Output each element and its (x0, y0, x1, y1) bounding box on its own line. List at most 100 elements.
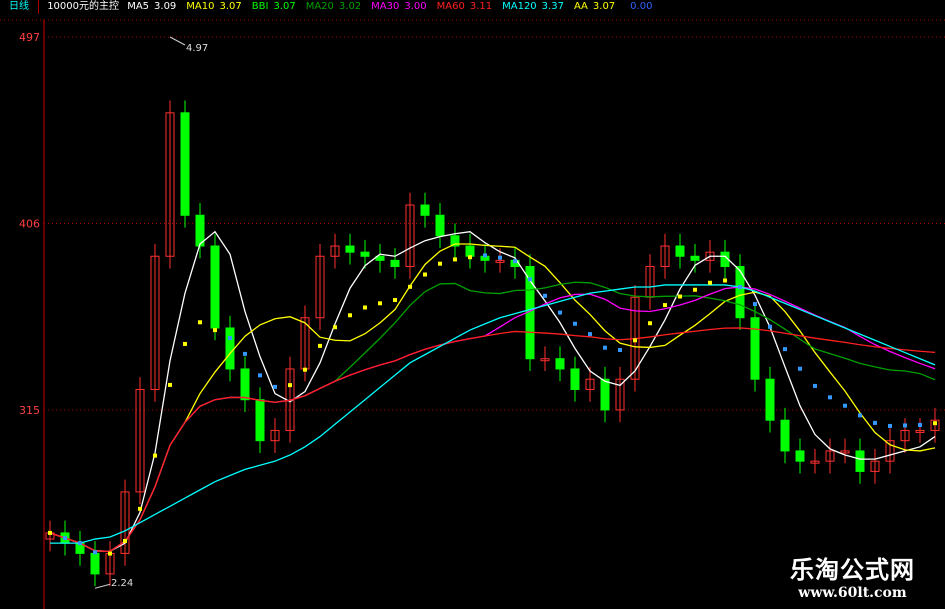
period-label[interactable]: 日线 (0, 0, 39, 14)
candle-body (795, 450, 805, 462)
y-tick-label: 497 (19, 31, 40, 44)
bbi-marker (363, 305, 367, 310)
candle-body (225, 327, 235, 370)
bbi-marker (123, 539, 127, 544)
bbi-marker (858, 413, 862, 418)
legend-item: BBI 3.07 (252, 1, 301, 12)
legend-item: MA60 3.11 (437, 1, 497, 12)
bbi-marker (198, 320, 202, 325)
bbi-marker (318, 343, 322, 348)
bbi-marker (63, 536, 67, 541)
bbi-marker (633, 338, 637, 343)
candle-body (150, 255, 160, 390)
candle-body (135, 388, 145, 493)
watermark-title: 乐淘公式网 (790, 556, 915, 584)
candle-body (240, 368, 250, 401)
bbi-marker (513, 259, 517, 264)
bbi-marker (843, 403, 847, 408)
candle-body (735, 266, 745, 319)
ma60-line (49, 327, 936, 553)
bbi-marker (588, 332, 592, 337)
candle-body (315, 255, 325, 319)
legend-item: MA10 3.07 (186, 1, 246, 12)
legend-value: 3.02 (338, 1, 362, 12)
bbi-marker (723, 278, 727, 283)
bbi-marker (288, 383, 292, 388)
bbi-marker (753, 302, 757, 307)
bbi-marker (438, 261, 442, 266)
legend-label: MA20 (305, 1, 334, 12)
indicator-name: 10000元的主控 (47, 1, 119, 12)
bbi-marker (678, 294, 682, 299)
bbi-marker (393, 298, 397, 303)
candle-body (585, 378, 595, 390)
bbi-marker (453, 257, 457, 262)
bbi-marker (708, 280, 712, 285)
bbi-marker (258, 373, 262, 378)
bbi-marker (78, 541, 82, 546)
bbi-marker (918, 422, 922, 427)
bbi-marker (348, 313, 352, 318)
candle-body (915, 429, 925, 433)
candle-body (360, 251, 370, 257)
bbi-marker (138, 506, 142, 511)
legend-item: MA5 3.09 (127, 1, 181, 12)
candle-body (750, 317, 760, 380)
ma10-line (49, 243, 936, 553)
watermark-url: www.60lt.com (798, 585, 907, 601)
bbi-marker (333, 325, 337, 330)
candle-body (855, 450, 865, 472)
candle-body (495, 259, 505, 263)
legend-label: MA30 (371, 1, 400, 12)
candle-body (675, 245, 685, 257)
bbi-marker (408, 284, 412, 289)
bbi-marker (873, 420, 877, 425)
ma5-line (49, 230, 936, 552)
legend-value: 3.00 (404, 1, 427, 12)
annotation-leader (169, 36, 186, 46)
candle-body (840, 450, 850, 454)
candle-body (255, 399, 265, 442)
bbi-marker (768, 324, 772, 329)
bbi-marker (93, 550, 97, 555)
bbi-marker (648, 321, 652, 326)
candle-body (540, 358, 550, 362)
candle-body (810, 460, 820, 464)
bbi-marker (498, 255, 502, 260)
candle-body (780, 419, 790, 452)
legend-label: BBI (251, 1, 269, 12)
candle-body (435, 214, 445, 237)
indicator-legend: 日线 10000元的主控 MA5 3.09 MA10 3.07 BBI 3.07 MA20 3… (0, 0, 945, 16)
candle-body (270, 429, 280, 442)
bbi-marker (228, 336, 232, 341)
bbi-marker (603, 345, 607, 350)
bbi-marker (468, 255, 472, 260)
legend-value: 0.00 (630, 1, 653, 12)
bbi-marker (273, 384, 277, 389)
bbi-marker (378, 301, 382, 306)
candle-body (900, 429, 910, 442)
legend-label: MA5 (127, 1, 150, 12)
candle-body (120, 491, 130, 554)
bbi-marker (573, 321, 577, 326)
bbi-marker (618, 348, 622, 353)
ma120-line (50, 284, 936, 544)
y-tick-label: 406 (19, 217, 40, 230)
bbi-marker (663, 303, 667, 308)
bbi-marker (693, 287, 697, 292)
candle-body (390, 259, 400, 268)
candle-body (210, 245, 220, 329)
candle-body (600, 378, 610, 411)
candle-body (375, 255, 385, 261)
bbi-marker (888, 423, 892, 428)
candle-body (570, 368, 580, 390)
annotation-leader (94, 583, 111, 589)
legend-item: 0.00 (625, 1, 657, 12)
bbi-marker (153, 453, 157, 458)
candle-body (405, 204, 415, 268)
bbi-marker (558, 310, 562, 315)
candle-body (690, 255, 700, 261)
candle-body (180, 112, 190, 216)
bbi-marker (303, 367, 307, 372)
candle-body (165, 112, 175, 257)
